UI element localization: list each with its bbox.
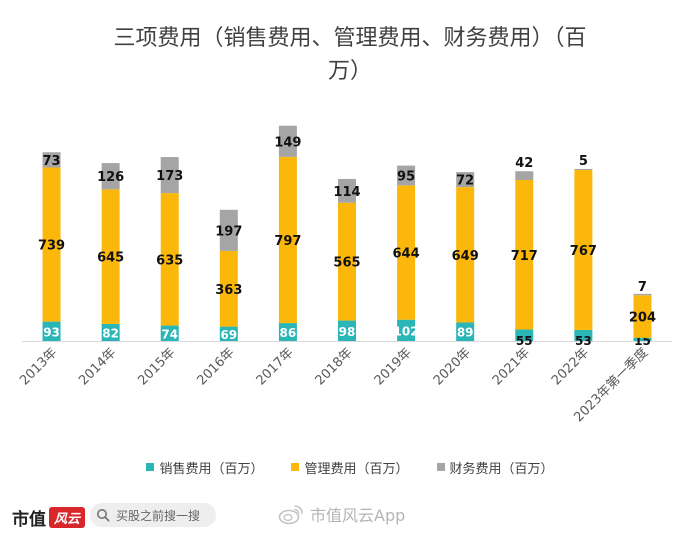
x-tick-label-5: 2018年 bbox=[313, 345, 356, 388]
weibo-text: 市值风云App bbox=[310, 506, 406, 525]
bar-admin-10 bbox=[633, 295, 652, 338]
data-label-sales-7: 89 bbox=[457, 326, 474, 340]
data-label-admin-1: 645 bbox=[97, 251, 124, 266]
data-label-finance-1: 126 bbox=[97, 170, 124, 185]
legend-label-finance: 财务费用（百万） bbox=[449, 461, 554, 477]
data-label-finance-5: 114 bbox=[333, 185, 360, 200]
bar-finance-9 bbox=[574, 168, 593, 170]
data-label-finance-6: 95 bbox=[397, 169, 415, 184]
x-tick-label-6: 2019年 bbox=[372, 345, 415, 388]
bar-sales-7 bbox=[456, 322, 475, 341]
bar-sales-6 bbox=[397, 319, 416, 341]
data-label-sales-9: 53 bbox=[575, 334, 592, 348]
data-label-sales-1: 82 bbox=[102, 326, 119, 340]
data-label-sales-5: 98 bbox=[339, 325, 356, 339]
data-label-finance-7: 72 bbox=[456, 174, 474, 189]
legend-label-admin: 管理费用（百万） bbox=[304, 461, 409, 477]
data-label-finance-4: 149 bbox=[274, 135, 301, 150]
bar-finance-2 bbox=[160, 157, 179, 194]
bar-admin-0 bbox=[42, 167, 61, 322]
bar-sales-0 bbox=[42, 321, 61, 341]
data-label-sales-3: 69 bbox=[220, 328, 237, 342]
bar-admin-6 bbox=[397, 185, 416, 320]
bar-finance-4 bbox=[278, 125, 297, 157]
data-label-admin-10: 204 bbox=[629, 311, 656, 326]
x-tick-label-2: 2015年 bbox=[135, 345, 178, 388]
bar-finance-5 bbox=[338, 178, 356, 203]
footer-bar: 市值 风云 买股之前搜一搜 市值风云App bbox=[0, 490, 700, 540]
bar-sales-10 bbox=[633, 337, 652, 341]
bar-admin-9 bbox=[574, 169, 593, 330]
data-label-admin-5: 565 bbox=[333, 256, 360, 271]
x-tick-label-9: 2022年 bbox=[549, 345, 592, 388]
data-label-finance-9: 5 bbox=[579, 154, 588, 169]
search-placeholder: 买股之前搜一搜 bbox=[116, 508, 201, 523]
chart-title: 三项费用（销售费用、管理费用、财务费用）（百 万） bbox=[60, 22, 640, 88]
bar-sales-9 bbox=[574, 329, 593, 341]
x-tick-label-7: 2020年 bbox=[431, 345, 474, 388]
data-label-admin-8: 717 bbox=[511, 249, 538, 264]
bar-sales-3 bbox=[219, 326, 238, 341]
data-label-admin-0: 739 bbox=[38, 239, 65, 254]
x-tick-label-4: 2017年 bbox=[254, 345, 297, 388]
data-label-finance-0: 73 bbox=[42, 154, 60, 169]
chart-title-line-2: 万） bbox=[327, 59, 372, 84]
brand-logo: 市值 风云 bbox=[12, 505, 86, 530]
chart-legend: 销售费用（百万） 管理费用（百万） 财务费用（百万） bbox=[0, 457, 700, 477]
x-tick-label-8: 2021年 bbox=[490, 345, 533, 388]
legend-swatch-admin bbox=[291, 463, 300, 471]
data-label-finance-3: 197 bbox=[215, 224, 242, 239]
bar-finance-6 bbox=[397, 165, 416, 186]
brand-mark: 风云 bbox=[49, 507, 86, 528]
bar-finance-7 bbox=[456, 172, 475, 188]
data-label-admin-3: 363 bbox=[215, 283, 242, 298]
data-label-admin-4: 797 bbox=[274, 234, 301, 249]
bar-finance-3 bbox=[219, 209, 238, 251]
brand-text: 市值 bbox=[12, 510, 46, 530]
bar-finance-1 bbox=[101, 163, 120, 190]
data-label-sales-0: 93 bbox=[43, 325, 60, 339]
data-label-admin-2: 635 bbox=[156, 253, 183, 268]
data-label-sales-2: 74 bbox=[161, 327, 178, 341]
chart-title-line-1: 三项费用（销售费用、管理费用、财务费用）（百 bbox=[113, 26, 587, 51]
search-icon bbox=[90, 508, 116, 522]
legend-item-admin: 管理费用（百万） bbox=[291, 457, 409, 477]
legend-item-finance: 财务费用（百万） bbox=[436, 457, 554, 477]
data-label-admin-6: 644 bbox=[393, 247, 420, 262]
bar-admin-1 bbox=[101, 189, 120, 324]
bar-admin-5 bbox=[338, 202, 356, 321]
data-label-sales-4: 86 bbox=[280, 326, 297, 340]
data-label-finance-2: 173 bbox=[156, 169, 183, 184]
legend-item-sales: 销售费用（百万） bbox=[146, 457, 263, 477]
bar-sales-2 bbox=[160, 325, 179, 341]
data-label-sales-6: 102 bbox=[394, 324, 419, 338]
bar-finance-10 bbox=[633, 293, 652, 296]
legend-label-sales: 销售费用（百万） bbox=[159, 461, 264, 477]
bar-finance-8 bbox=[515, 171, 534, 180]
data-label-sales-8: 55 bbox=[516, 334, 533, 348]
data-label-finance-10: 7 bbox=[638, 280, 647, 295]
search-box[interactable]: 买股之前搜一搜 bbox=[90, 503, 216, 527]
legend-swatch-sales bbox=[146, 463, 155, 471]
bar-admin-4 bbox=[278, 156, 297, 324]
bar-sales-1 bbox=[101, 323, 120, 341]
data-label-finance-8: 42 bbox=[515, 156, 533, 171]
bar-admin-8 bbox=[515, 179, 534, 330]
legend-swatch-finance bbox=[436, 463, 445, 471]
x-tick-label-3: 2016年 bbox=[194, 345, 237, 388]
bar-admin-7 bbox=[456, 187, 475, 323]
bar-sales-5 bbox=[338, 320, 356, 341]
bar-admin-2 bbox=[160, 193, 179, 326]
bar-admin-3 bbox=[219, 250, 238, 327]
bar-finance-0 bbox=[42, 152, 61, 168]
data-label-admin-7: 649 bbox=[452, 249, 479, 264]
x-tick-label-1: 2014年 bbox=[76, 345, 119, 388]
x-tick-label-0: 2013年 bbox=[17, 345, 60, 388]
bar-sales-8 bbox=[515, 329, 534, 341]
weibo-watermark: 市值风云App bbox=[278, 502, 405, 526]
bar-sales-4 bbox=[278, 323, 297, 341]
weibo-icon bbox=[278, 505, 303, 525]
data-label-admin-9: 767 bbox=[570, 244, 597, 259]
